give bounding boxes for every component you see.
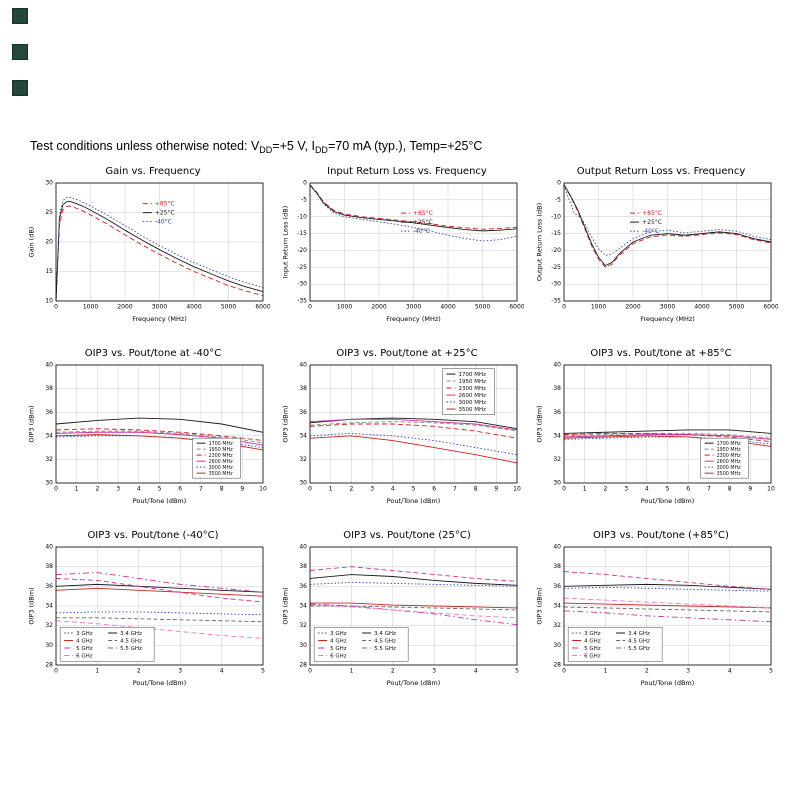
chart-canvas-output-return-loss <box>534 178 778 328</box>
chart-title: Output Return Loss vs. Frequency <box>576 166 746 177</box>
chart-cell-oip3-ghz-minus40: OIP3 vs. Pout/tone (-40°C) <box>22 530 274 692</box>
test-conditions-note: Test conditions unless otherwise noted: … <box>30 139 482 155</box>
chart-cell-oip3-ghz-plus85: OIP3 vs. Pout/tone (+85°C) <box>530 530 782 692</box>
chart-title: Input Return Loss vs. Frequency <box>327 166 487 177</box>
chart-canvas-oip3-ghz-25 <box>280 542 524 692</box>
page-marker-icon <box>12 80 28 96</box>
chart-cell-gain-vs-frequency: Gain vs. Frequency <box>22 166 274 328</box>
charts-grid: Gain vs. Frequency Input Return Loss vs.… <box>22 166 782 692</box>
chart-cell-oip3-minus40: OIP3 vs. Pout/tone at -40°C <box>22 348 274 510</box>
chart-canvas-oip3-minus40 <box>26 360 270 510</box>
chart-canvas-gain-vs-frequency <box>26 178 270 328</box>
chart-title: Gain vs. Frequency <box>105 166 201 177</box>
chart-cell-input-return-loss: Input Return Loss vs. Frequency <box>276 166 528 328</box>
page-marker-icon <box>12 44 28 60</box>
chart-cell-oip3-plus85: OIP3 vs. Pout/tone at +85°C <box>530 348 782 510</box>
chart-cell-output-return-loss: Output Return Loss vs. Frequency <box>530 166 782 328</box>
chart-title: OIP3 vs. Pout/tone at -40°C <box>84 348 222 359</box>
chart-canvas-oip3-plus85 <box>534 360 778 510</box>
chart-cell-oip3-plus25: OIP3 vs. Pout/tone at +25°C <box>276 348 528 510</box>
test-conditions-text: =+5 V, I <box>272 139 315 153</box>
chart-canvas-input-return-loss <box>280 178 524 328</box>
idd-subscript: DD <box>314 145 328 155</box>
test-conditions-text: Test conditions unless otherwise noted: … <box>30 139 260 153</box>
chart-title: OIP3 vs. Pout/tone (+85°C) <box>593 530 729 541</box>
chart-title: OIP3 vs. Pout/tone (-40°C) <box>87 530 219 541</box>
chart-cell-oip3-ghz-25: OIP3 vs. Pout/tone (25°C) <box>276 530 528 692</box>
chart-title: OIP3 vs. Pout/tone (25°C) <box>343 530 471 541</box>
chart-canvas-oip3-plus25 <box>280 360 524 510</box>
chart-canvas-oip3-ghz-minus40 <box>26 542 270 692</box>
chart-title: OIP3 vs. Pout/tone at +25°C <box>336 348 478 359</box>
vdd-subscript: DD <box>259 145 273 155</box>
chart-canvas-oip3-ghz-plus85 <box>534 542 778 692</box>
chart-title: OIP3 vs. Pout/tone at +85°C <box>590 348 732 359</box>
page-marker-icon <box>12 8 28 24</box>
test-conditions-text: =70 mA (typ.), Temp=+25°C <box>327 139 483 153</box>
